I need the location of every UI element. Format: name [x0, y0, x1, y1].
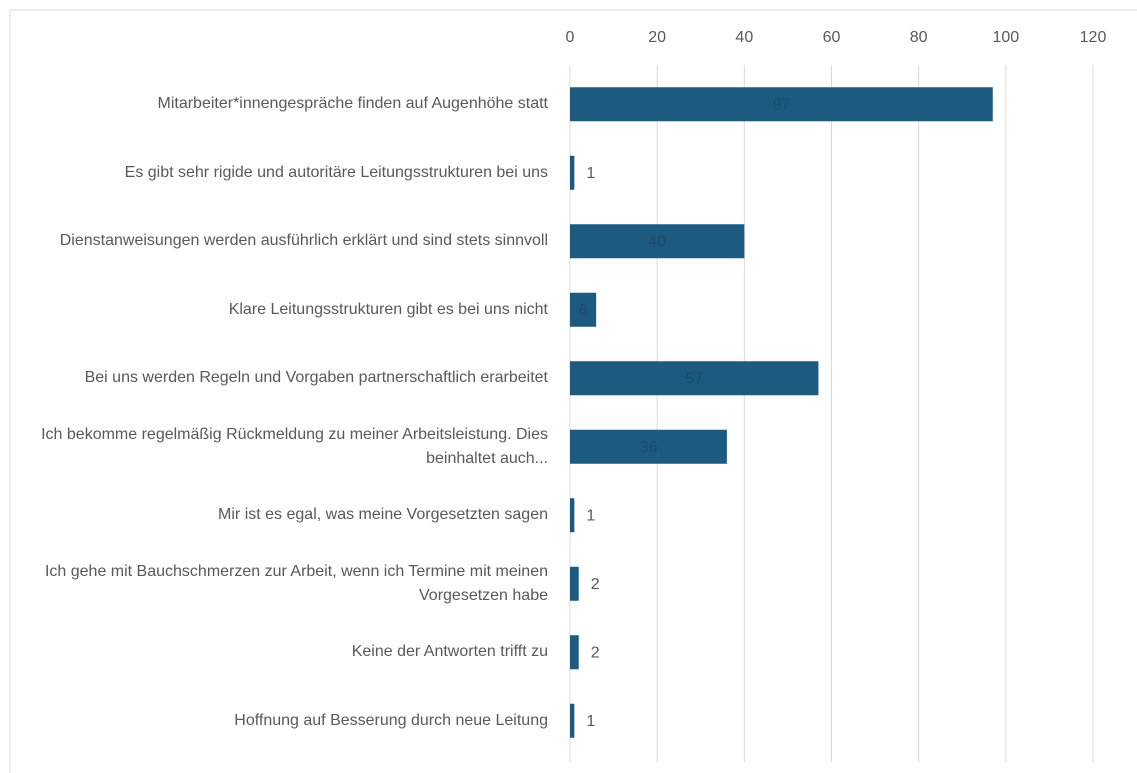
bar — [570, 87, 993, 122]
data-label: 40 — [648, 233, 666, 250]
data-label: 36 — [640, 439, 658, 456]
data-label: 1 — [586, 713, 595, 730]
bar — [570, 498, 575, 533]
x-tick-label: 40 — [735, 29, 753, 46]
bar — [570, 635, 579, 670]
bar — [570, 703, 575, 738]
data-label: 2 — [591, 576, 600, 593]
bar — [570, 361, 819, 396]
y-tick-label: Keine der Antworten trifft zu — [351, 643, 548, 661]
x-tick-label: 100 — [992, 29, 1019, 46]
x-tick-label: 0 — [566, 29, 575, 46]
y-tick-label: Bei uns werden Regeln und Vorgaben partn… — [84, 369, 548, 387]
y-tick-label: Ich gehe mit Bauchschmerzen zur Arbeit, … — [44, 562, 548, 604]
y-tick-label: Ich bekomme regelmäßig Rückmeldung zu me… — [41, 425, 548, 467]
y-tick-label: Klare Leitungsstrukturen gibt es bei uns… — [228, 300, 548, 318]
y-tick-label: Es gibt sehr rigide und autoritäre Leitu… — [124, 163, 548, 181]
x-tick-label: 80 — [910, 29, 928, 46]
bar — [570, 155, 575, 190]
y-tick-label: Mir ist es egal, was meine Vorgesetzten … — [218, 506, 548, 524]
data-label: 97 — [772, 96, 790, 113]
x-tick-label: 120 — [1080, 29, 1107, 46]
y-tick-label: Dienstanweisungen werden ausführlich erk… — [59, 232, 548, 250]
chart-border — [9, 9, 1137, 773]
data-label: 6 — [579, 302, 588, 319]
x-tick-label: 60 — [823, 29, 841, 46]
data-label: 1 — [586, 165, 595, 182]
bar — [570, 292, 597, 327]
data-label: 57 — [685, 370, 703, 387]
data-label: 2 — [591, 644, 600, 661]
bar — [570, 566, 579, 601]
y-tick-label: Mitarbeiter*innengespräche finden auf Au… — [157, 95, 549, 113]
x-tick-label: 20 — [648, 29, 666, 46]
data-label: 1 — [586, 507, 595, 524]
bar — [570, 224, 745, 259]
y-tick-label: Hoffnung auf Besserung durch neue Leitun… — [234, 711, 548, 729]
bar — [570, 429, 727, 464]
